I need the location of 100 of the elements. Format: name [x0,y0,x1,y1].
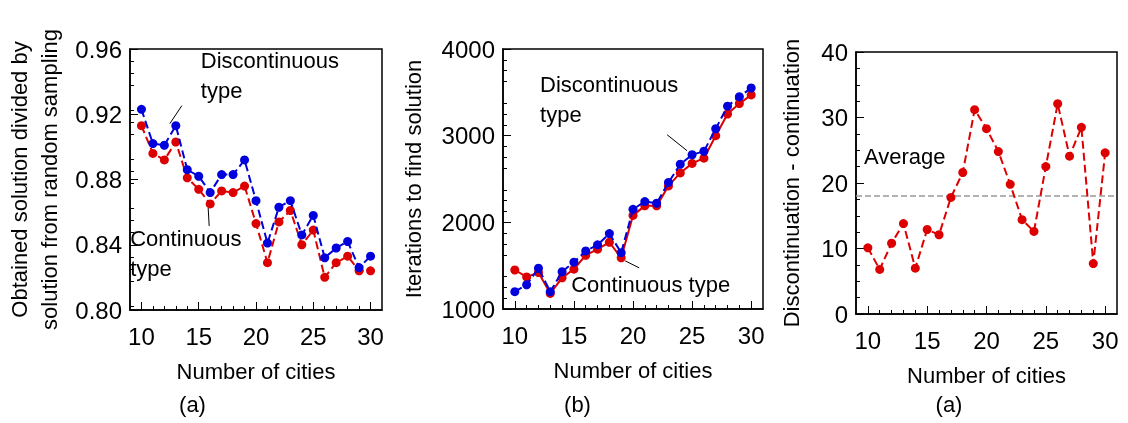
series-label: Discontinuous type [540,72,685,128]
point [228,170,238,180]
point [522,280,532,290]
x-tick-label: 25 [1032,326,1060,354]
point [148,148,158,158]
x-axis-title: Number of cities [176,358,336,384]
y-tick-label: 0.80 [75,296,122,324]
y-tick-label: 40 [821,38,848,66]
point [194,184,204,194]
y-tick-label: 0.88 [75,166,122,193]
point [136,121,146,131]
y-tick-label: 4000 [441,35,495,63]
point [1005,179,1015,189]
y-tick-label: 30 [821,104,848,131]
point [1088,259,1098,269]
x-tick-label: 15 [560,321,588,349]
point [1041,162,1051,172]
point [159,140,169,150]
text: (a) [935,391,963,417]
point [182,173,192,183]
point [616,248,626,258]
point [875,264,885,274]
point [569,257,579,267]
x-tick-label: 10 [854,326,882,354]
point [308,210,318,220]
point [663,177,673,187]
point [557,267,567,277]
point [946,192,956,202]
point [993,147,1003,157]
point [251,196,261,206]
point [285,206,295,215]
point [274,202,284,212]
point [593,240,603,250]
x-axis-title: Number of cities [907,362,1066,388]
point [910,263,920,273]
point [711,124,721,134]
series-label: Discontinuous type [200,48,346,104]
y-tick-label: 0.96 [75,35,122,63]
point [343,236,353,246]
point [194,171,204,181]
x-tick-label: 25 [299,322,327,350]
point [970,105,980,115]
point [320,272,330,282]
point [510,265,520,275]
point [533,263,543,273]
x-tick-label: 30 [1091,326,1119,354]
point [274,217,284,227]
point [343,251,353,261]
point [240,181,250,191]
point [331,258,341,268]
point [746,83,756,93]
y-tick-label: 10 [821,235,848,262]
text: (a) [179,391,206,417]
x-tick-label: 10 [128,322,155,350]
point [205,188,215,198]
point [863,243,873,253]
point [217,186,227,196]
x-tick-label: 20 [242,322,270,350]
y-tick-label: 0.92 [75,100,122,128]
point [675,168,685,178]
point [687,150,697,160]
point [331,243,341,253]
point [887,238,897,248]
point [699,146,709,156]
ref-line-label: Average [864,143,946,169]
point [205,199,215,209]
y-tick-label: 0.84 [75,231,122,259]
series-label: Continuous type [571,272,731,298]
point [734,92,744,102]
point [675,159,685,169]
point [262,258,272,268]
point [604,229,614,239]
point [898,219,908,229]
y-axis-title: Obtained solution divided by solution from random sampling [6,29,62,330]
x-tick-label: 15 [185,322,213,350]
y-tick-label: 1000 [441,295,495,323]
point [366,266,376,276]
x-tick-label: 25 [678,321,706,349]
point [159,155,169,165]
y-tick-label: 3000 [441,122,495,150]
point [1029,226,1039,236]
point [1053,99,1063,109]
x-tick-label: 20 [973,326,1000,354]
point [922,225,932,234]
point [251,219,261,229]
point [297,230,307,240]
y-tick-label: 2000 [441,208,495,236]
point [182,165,192,175]
point [148,139,158,149]
point [687,158,697,168]
x-tick-label: 30 [357,322,384,350]
point [510,287,520,297]
point [958,168,968,178]
y-tick-label: 20 [821,169,848,197]
point [217,170,227,180]
x-tick-label: 10 [501,321,529,349]
y-tick-label: 0 [834,300,848,328]
point [297,240,307,250]
point [1017,215,1027,225]
point [228,188,238,198]
